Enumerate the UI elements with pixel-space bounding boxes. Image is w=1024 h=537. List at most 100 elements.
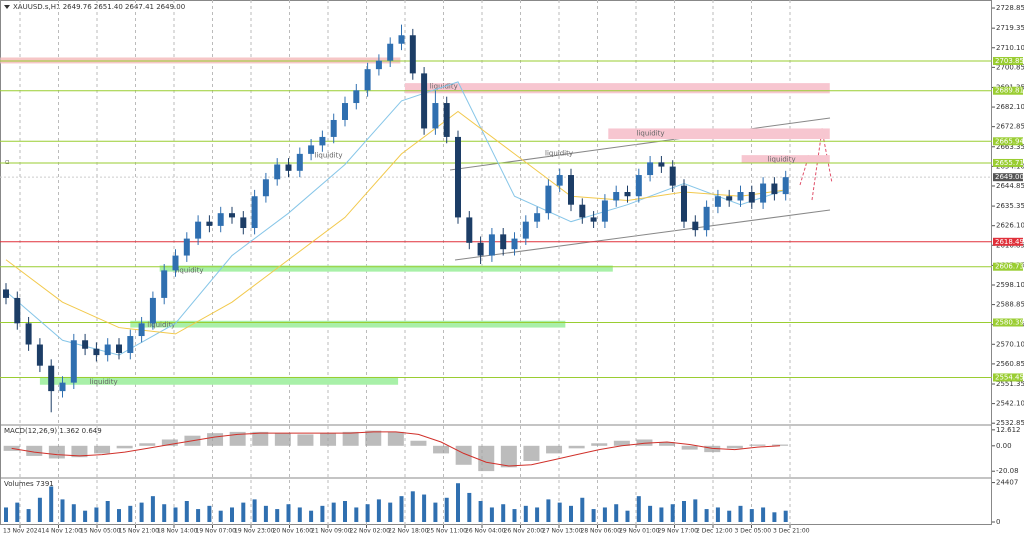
volume-bar — [636, 496, 641, 522]
header-icon — [4, 5, 10, 9]
candle-body — [760, 183, 767, 203]
x-tick-label: 22 Nov 18:00 — [388, 528, 429, 535]
y-tick-label: 2710.10 — [996, 44, 1024, 52]
header: XAUUSD.s,H1 2649.76 2651.40 2647.41 2649… — [13, 3, 185, 11]
x-tick-label: 28 Nov 06:00 — [581, 528, 622, 535]
volume-bar — [297, 507, 302, 522]
volume-bar — [727, 510, 732, 522]
macd-bar — [410, 440, 427, 446]
volume-bar — [37, 497, 42, 522]
macd-bar — [500, 445, 517, 468]
volume-bar — [139, 502, 144, 522]
volume-bar — [94, 507, 99, 522]
candle-body — [93, 348, 100, 356]
candle-body — [375, 60, 382, 70]
volume-bar — [433, 502, 438, 522]
candle-body — [398, 35, 405, 44]
volume-bar — [569, 505, 573, 522]
candle-body — [522, 221, 529, 239]
candle-body — [353, 90, 360, 104]
volume-bar — [614, 504, 619, 522]
candle-body — [726, 196, 733, 201]
y-tick-label: -20.08 — [996, 467, 1019, 475]
marker: ▫ — [5, 158, 10, 166]
macd-bar — [749, 444, 766, 446]
level-label: 2649.00 — [995, 173, 1024, 181]
level-label: 2580.39 — [995, 319, 1024, 327]
volume-bar — [343, 501, 347, 522]
candle-body — [635, 175, 642, 197]
macd-bar — [26, 445, 43, 456]
volume-bar — [670, 504, 675, 522]
volume-bar — [388, 502, 393, 522]
annotation: liquidity — [176, 267, 204, 275]
annotation: liquidity — [147, 321, 175, 329]
x-tick-label: 29 Nov 17:00 — [658, 528, 699, 535]
macd-bar — [659, 442, 676, 446]
volume-bar — [659, 507, 664, 522]
volume-bar — [625, 510, 630, 522]
candle-body — [183, 238, 190, 256]
level-label: 2655.71 — [995, 159, 1024, 167]
candle-body — [206, 221, 213, 226]
volume-bar — [162, 504, 167, 522]
candle-body — [3, 289, 9, 298]
level-label: 2554.45 — [995, 373, 1024, 381]
x-tick-label: 3 Dec 21:00 — [773, 528, 810, 535]
y-tick-label: 2598.10 — [996, 281, 1024, 289]
annotation: liquidity — [314, 151, 342, 159]
level-label: 2703.85 — [995, 57, 1024, 65]
volume-bar — [320, 505, 325, 522]
macd-bar — [613, 440, 630, 446]
macd-bar — [365, 430, 382, 446]
y-tick-label: 2626.10 — [996, 222, 1024, 230]
level-box — [993, 56, 1023, 65]
x-tick-label: 25 Nov 11:00 — [427, 528, 468, 535]
volume-bar — [331, 502, 336, 522]
liquidity-zone — [741, 155, 830, 163]
candle-body — [70, 340, 77, 383]
volume-bar — [444, 497, 449, 522]
macd-bar — [523, 445, 540, 461]
annotation: liquidity — [90, 378, 118, 386]
volume-bar — [60, 499, 65, 522]
candle-body — [556, 175, 563, 186]
candle-body — [285, 164, 292, 171]
candle-body — [240, 217, 247, 229]
liquidity-zone — [404, 83, 830, 94]
volume-bar — [275, 509, 280, 522]
macd-bar — [455, 445, 472, 465]
annotation: liquidity — [768, 155, 796, 163]
liquidity-zone — [39, 376, 399, 385]
volume-bar — [648, 505, 653, 522]
x-tick-label: 19 Nov 23:00 — [234, 528, 275, 535]
candle-body — [703, 206, 710, 231]
candle-body — [568, 175, 574, 205]
volume-bar — [467, 492, 472, 522]
level-box — [993, 318, 1023, 327]
volume-bar — [241, 502, 246, 522]
macd-bar — [433, 445, 450, 454]
level-label: 2606.73 — [995, 263, 1024, 271]
macd-signal — [11, 431, 781, 467]
volume-bar — [26, 509, 31, 522]
volume-bar — [761, 507, 766, 522]
volume-label: Volumes 7391 — [4, 480, 54, 488]
y-tick-label: 2570.10 — [996, 340, 1024, 348]
level-box — [993, 158, 1023, 167]
volume-bar — [71, 504, 76, 522]
candle-body — [104, 344, 111, 356]
y-tick-label: 2560.85 — [996, 360, 1024, 368]
candle-body — [387, 43, 394, 61]
y-tick-label: 2542.10 — [996, 400, 1024, 408]
volume-bar — [173, 507, 178, 522]
candle-body — [737, 192, 744, 201]
macd-bar — [71, 445, 88, 458]
volume-bar — [263, 505, 268, 522]
volume-bar — [456, 483, 460, 522]
candle-body — [195, 221, 202, 239]
level-box — [993, 86, 1023, 95]
candle-body — [217, 213, 224, 226]
candle-body — [172, 255, 179, 271]
